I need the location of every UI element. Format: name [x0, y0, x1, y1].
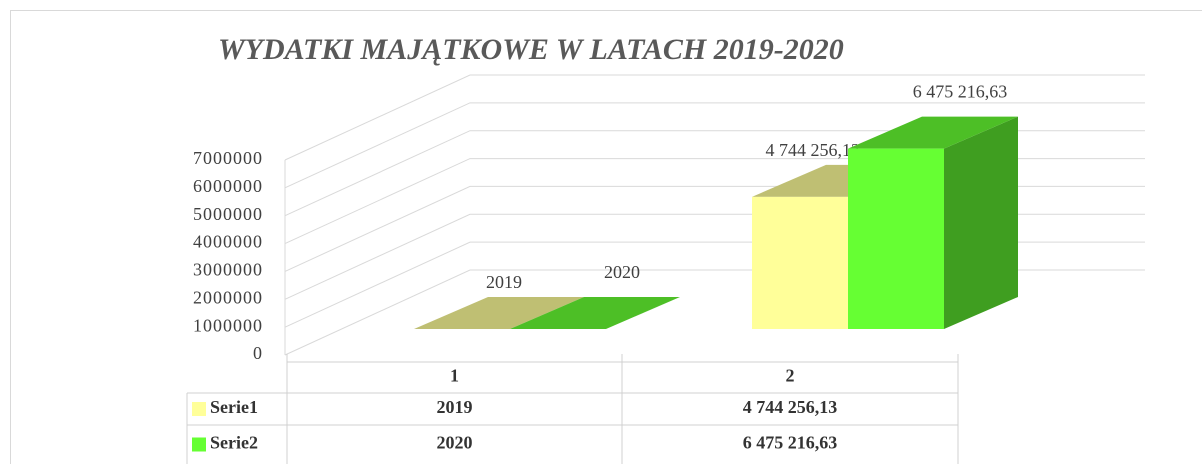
- bar-top: [848, 116, 1018, 149]
- data-label: 2019: [486, 272, 522, 292]
- data-label: 6 475 216,63: [913, 82, 1008, 102]
- y-tick-label: 7000000: [193, 148, 263, 168]
- table-cell: 2020: [437, 433, 473, 453]
- bar-front: [848, 148, 944, 329]
- legend-label: Serie2: [210, 433, 258, 453]
- y-tick-label: 1000000: [193, 315, 263, 335]
- chart-title: WYDATKI MAJĄTKOWE W LATACH 2019-2020: [218, 33, 844, 66]
- data-label: 4 744 256,13: [766, 140, 861, 160]
- y-tick-label: 0: [253, 343, 263, 363]
- y-tick-label: 5000000: [193, 204, 263, 224]
- bar: [510, 296, 680, 329]
- grid-line: [284, 74, 1145, 161]
- bar: [848, 116, 1018, 330]
- legend-label: Serie1: [210, 397, 258, 417]
- grid-line: [284, 102, 1145, 189]
- bar-side: [606, 296, 680, 329]
- legend-swatch: [192, 437, 206, 452]
- legend-swatch: [192, 402, 206, 416]
- chart-frame: [10, 10, 1202, 464]
- y-tick-label: 2000000: [193, 287, 263, 307]
- bar-top: [510, 296, 680, 329]
- data-label: 2020: [604, 262, 640, 282]
- table-cell: 4 744 256,13: [743, 397, 838, 417]
- table-header: 1: [450, 366, 459, 386]
- table-cell: 2019: [437, 397, 473, 417]
- y-tick-label: 4000000: [193, 232, 263, 252]
- table-cell: 6 475 216,63: [743, 433, 838, 453]
- bar-side: [944, 116, 1018, 330]
- y-tick-label: 3000000: [193, 260, 263, 280]
- y-tick-label: 6000000: [193, 176, 263, 196]
- bar-front: [752, 196, 848, 329]
- bar-top: [414, 296, 584, 329]
- table-header: 2: [786, 366, 795, 386]
